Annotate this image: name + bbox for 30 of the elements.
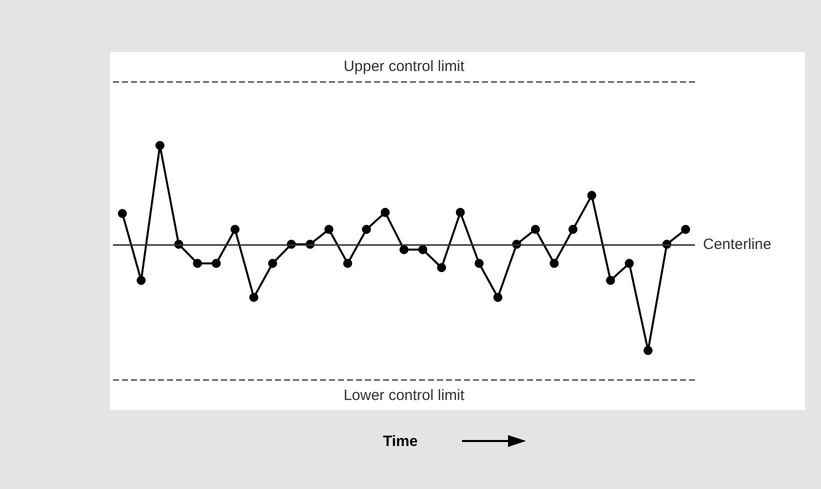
- ref-line-label: Centerline: [703, 236, 772, 253]
- point: [192, 258, 202, 268]
- point: [587, 190, 596, 200]
- point: [530, 224, 540, 234]
- point: [136, 276, 146, 285]
- point: [155, 141, 164, 150]
- point: [268, 258, 278, 268]
- point: [624, 258, 634, 268]
- point: [606, 276, 616, 285]
- point: [324, 224, 334, 234]
- point: [550, 258, 559, 268]
- point: [644, 346, 653, 355]
- point: [456, 208, 465, 217]
- point: [118, 208, 127, 218]
- point: [362, 224, 371, 234]
- ref-line-label: Lower control limit: [344, 387, 466, 404]
- point: [418, 245, 428, 254]
- point: [230, 224, 240, 234]
- point: [474, 258, 484, 268]
- text: Time: [383, 433, 418, 450]
- point: [437, 263, 446, 272]
- point: [568, 224, 578, 234]
- ref-line-label: Upper control limit: [344, 58, 466, 75]
- point: [249, 292, 258, 302]
- point: [212, 258, 221, 268]
- point: [400, 245, 408, 254]
- point: [681, 224, 690, 234]
- point: [343, 258, 352, 268]
- point: [380, 208, 390, 217]
- point: [493, 292, 502, 302]
